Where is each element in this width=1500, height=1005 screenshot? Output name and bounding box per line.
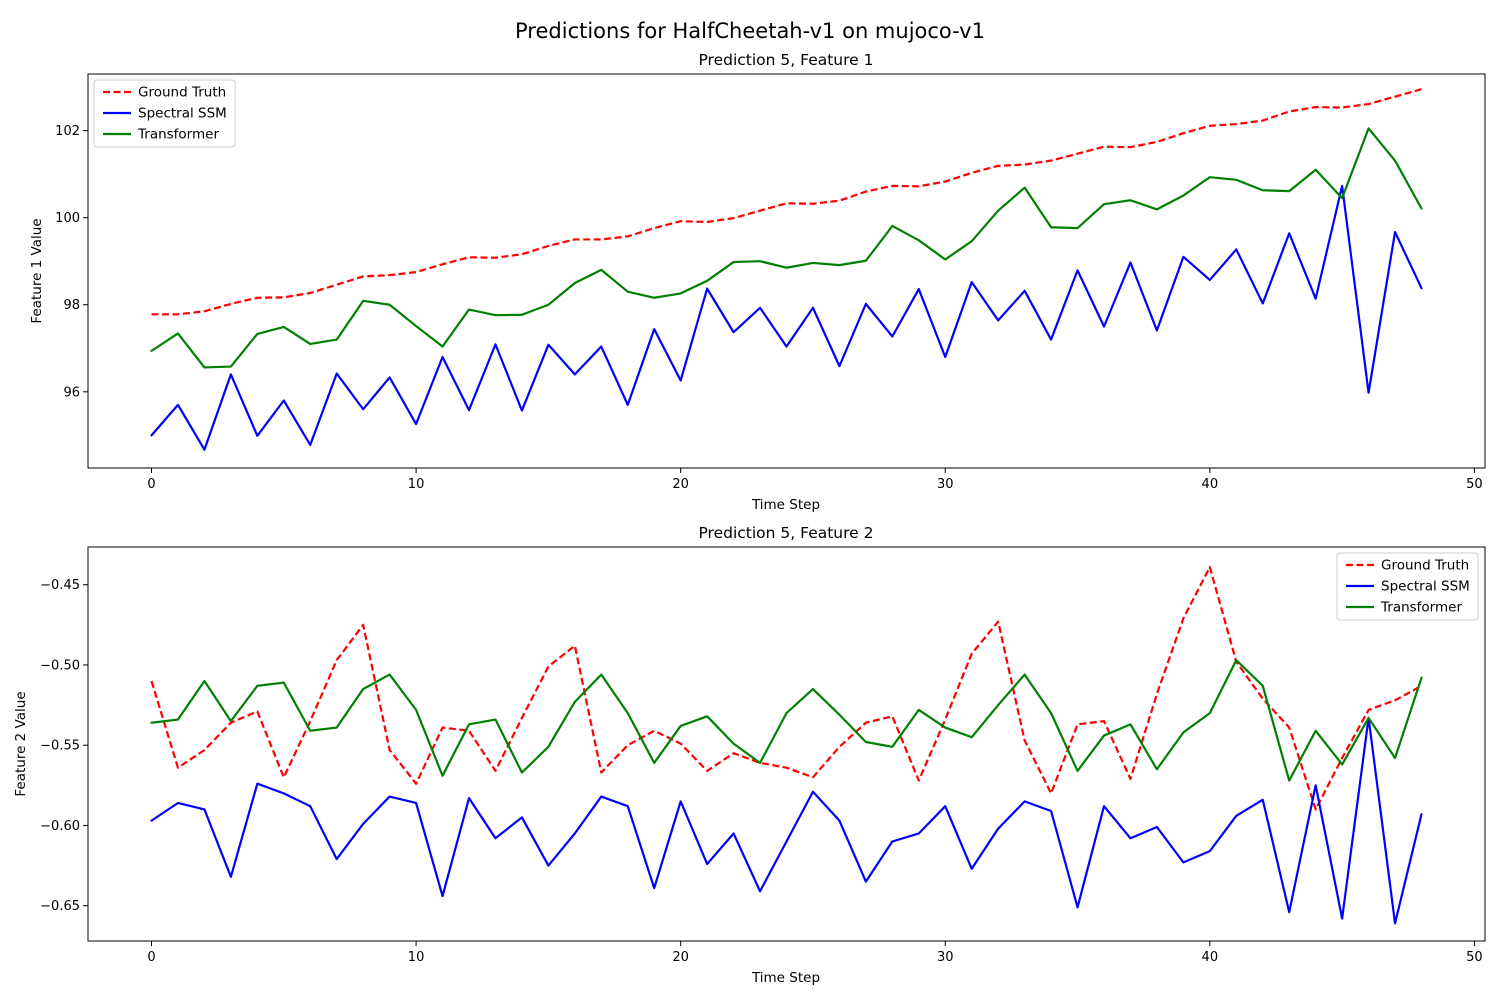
subplot-1-axes-frame [87, 73, 1486, 469]
legend-1-label-ground-truth: Ground Truth [138, 85, 226, 101]
legend-2-frame [1336, 552, 1479, 621]
series-line-ground-truth [151, 88, 1422, 316]
legend-1-frame [93, 79, 236, 148]
subplot-1-ylabel: Feature 1 Value [29, 218, 45, 323]
subplot-feature-2: Prediction 5, Feature 2 0 10 20 30 40 50 −0.65… [13, 524, 1486, 986]
x-tick-label: 10 [408, 477, 425, 492]
subplot-2-axes-frame [87, 546, 1486, 942]
legend-1-label-spectral-ssm: Spectral SSM [138, 106, 227, 122]
x-tick-label: 50 [1466, 477, 1483, 492]
subplot-feature-1: Prediction 5, Feature 1 0 10 20 30 40 50 96 98 1… [29, 51, 1486, 513]
subplot-1-plot-area [150, 88, 1423, 451]
y-tick-label: 98 [63, 298, 80, 313]
y-tick-label: 102 [55, 124, 80, 139]
subplot-1-xlabel: Time Step [751, 497, 820, 513]
y-tick-label: −0.65 [40, 899, 80, 914]
subplot-2-ticks: 0 10 20 30 40 50 −0.65 −0.60 −0.55 −0.50 −0.45 [40, 578, 1483, 965]
series-line-spectral-ssm [150, 716, 1423, 925]
figure-suptitle: Predictions for HalfCheetah-v1 on mujoco… [515, 19, 985, 43]
x-tick-label: 0 [147, 950, 155, 965]
subplot-2-ylabel: Feature 2 Value [13, 691, 29, 796]
subplot-1-ticks: 0 10 20 30 40 50 96 98 100 102 [55, 124, 1483, 492]
x-tick-label: 0 [147, 477, 155, 492]
legend-2-label-spectral-ssm: Spectral SSM [1381, 579, 1470, 595]
y-tick-label: 100 [55, 211, 80, 226]
x-tick-label: 40 [1202, 950, 1219, 965]
subplot-2-legend: Ground Truth Spectral SSM Transformer [1336, 552, 1479, 621]
x-tick-label: 30 [937, 477, 954, 492]
x-tick-label: 30 [937, 950, 954, 965]
y-tick-label: −0.55 [40, 739, 80, 754]
subplot-1-title: Prediction 5, Feature 1 [698, 51, 873, 69]
x-tick-label: 20 [672, 950, 689, 965]
y-tick-label: −0.45 [40, 578, 80, 593]
series-line-transformer [150, 127, 1423, 369]
series-line-spectral-ssm [150, 184, 1423, 451]
x-tick-label: 40 [1202, 477, 1219, 492]
series-line-ground-truth [150, 565, 1423, 811]
legend-2-label-transformer: Transformer [1380, 600, 1462, 616]
subplot-2-xlabel: Time Step [751, 970, 820, 986]
y-tick-label: −0.60 [40, 819, 80, 834]
legend-1-label-transformer: Transformer [137, 127, 219, 143]
y-tick-label: 96 [63, 385, 80, 400]
series-line-transformer [150, 659, 1423, 782]
subplot-2-title: Prediction 5, Feature 2 [698, 524, 873, 542]
legend-2-label-ground-truth: Ground Truth [1381, 558, 1469, 574]
x-tick-label: 50 [1466, 950, 1483, 965]
subplot-2-plot-area [150, 565, 1423, 925]
y-tick-label: −0.50 [40, 658, 80, 673]
subplot-1-legend: Ground Truth Spectral SSM Transformer [93, 79, 236, 148]
x-tick-label: 10 [408, 950, 425, 965]
x-tick-label: 20 [672, 477, 689, 492]
